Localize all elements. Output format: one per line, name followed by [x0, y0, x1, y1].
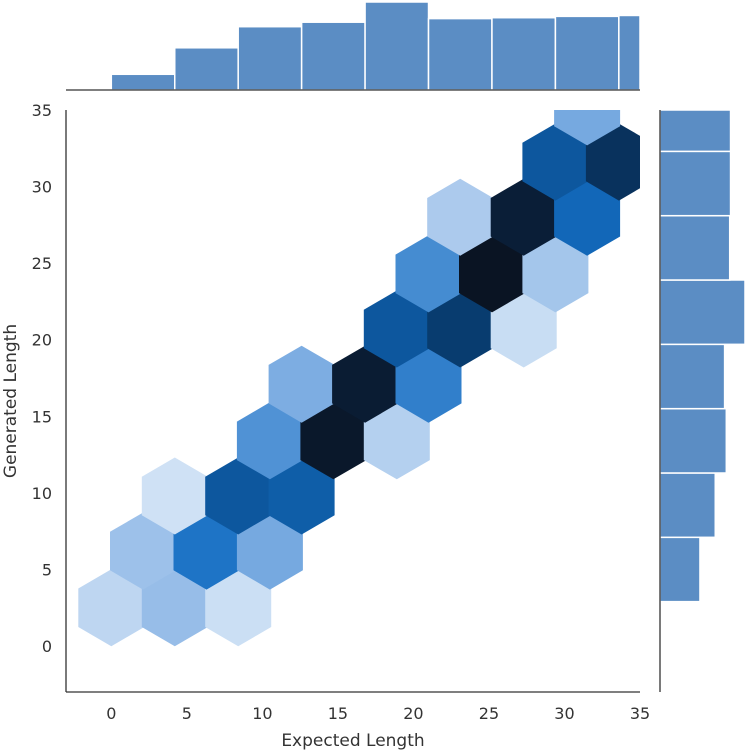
x-tick-label: 10	[252, 704, 272, 723]
hexbin-cell-0	[78, 569, 145, 647]
hexbin-cell-5	[236, 512, 303, 590]
marginal-x-bar-4	[300, 21, 366, 91]
hexbin-cell-1	[141, 569, 208, 647]
marginal-x-bar-1	[110, 73, 176, 91]
x-tick-labels: 0 5 10 15 20 25 30 35	[106, 704, 650, 723]
hexbin-cell-24	[522, 123, 589, 201]
y-tick-label: 5	[42, 560, 52, 579]
x-tick-label: 20	[403, 704, 423, 723]
marginal-x-bar-2	[174, 47, 239, 91]
hexbin-cell-9	[236, 402, 303, 480]
x-axis-title: Expected Length	[281, 731, 424, 751]
hexbin-cell-23	[554, 178, 621, 256]
hexbin-cell-15	[363, 290, 430, 368]
y-axis-title: Generated Length	[1, 324, 21, 478]
hexbin-cell-14	[395, 345, 462, 423]
hexbin-cell-17	[490, 290, 557, 368]
y-tick-label: 10	[32, 484, 52, 503]
marginal-x-bar-8	[554, 15, 620, 91]
marginal-y-bar-2	[659, 407, 728, 474]
hexbin-cell-22	[490, 178, 557, 256]
marginal-y-bar-3	[659, 343, 726, 410]
marginal-y-bar-4	[659, 279, 746, 346]
hexbin-cell-18	[395, 235, 462, 313]
y-tick-labels: 0 5 10 15 20 25 30 35	[32, 101, 52, 656]
hexbin-cell-8	[268, 457, 335, 535]
marginal-x-bar-5	[364, 1, 430, 91]
marginal-y-bar-1	[659, 472, 716, 539]
y-tick-label: 35	[32, 101, 52, 120]
hexbin-cell-13	[332, 345, 399, 423]
hexbin-cell-26	[554, 110, 621, 146]
x-tick-label: 35	[630, 704, 650, 723]
hexbin-layer	[78, 110, 640, 647]
hexbin-cell-21	[427, 178, 494, 256]
hexbin-cell-6	[141, 457, 208, 535]
hexbin-cell-25	[585, 123, 640, 201]
marginal-y-bar-0	[659, 536, 701, 603]
marginal-x-histogram	[110, 1, 641, 91]
x-tick-label: 15	[328, 704, 348, 723]
hexbin-cell-20	[522, 235, 589, 313]
hexbin-cell-11	[363, 402, 430, 480]
marginal-y-bar-7	[659, 109, 732, 153]
marginal-x-bar-9	[618, 14, 641, 91]
y-tick-label: 30	[32, 178, 52, 197]
x-tick-label: 25	[479, 704, 499, 723]
y-tick-label: 15	[32, 407, 52, 426]
y-tick-label: 0	[42, 637, 52, 656]
marginal-x-bar-7	[491, 16, 557, 91]
marginal-x-bar-6	[427, 17, 493, 91]
hexbin-cell-16	[427, 290, 494, 368]
hexbin-cell-7	[205, 457, 272, 535]
x-tick-label: 30	[554, 704, 574, 723]
marginal-y-histogram	[659, 109, 746, 603]
marginal-y-bar-6	[659, 150, 732, 217]
hexbin-cell-12	[268, 345, 335, 423]
marginal-x-bar-3	[237, 25, 303, 91]
hexbin-cell-19	[459, 235, 525, 313]
marginal-y-bar-5	[659, 214, 731, 281]
hexbin-cell-10	[300, 402, 367, 480]
hexbin-cell-2	[205, 569, 272, 647]
x-tick-label: 0	[106, 704, 116, 723]
hexbin-cell-3	[110, 512, 176, 590]
y-tick-label: 20	[32, 331, 52, 350]
y-tick-label: 25	[32, 254, 52, 273]
x-tick-label: 5	[182, 704, 192, 723]
hexbin-cell-4	[173, 512, 240, 590]
